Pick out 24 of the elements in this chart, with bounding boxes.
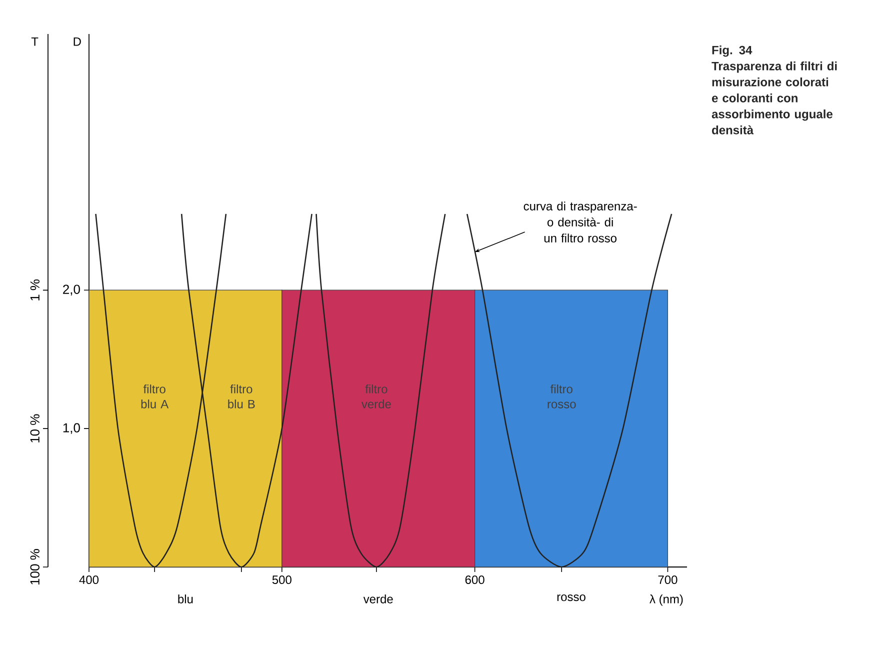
annotation: filtro blu A bbox=[141, 384, 169, 408]
text: blu bbox=[178, 594, 193, 604]
y2-tick-label: 100 % bbox=[30, 549, 40, 584]
x-tick-label: 400 bbox=[79, 576, 99, 584]
line-series bbox=[316, 213, 446, 568]
y-tick-label: 1,0 bbox=[63, 423, 80, 434]
annotation: filtro rosso bbox=[548, 384, 576, 408]
text: verde bbox=[363, 594, 393, 604]
annotation: filtro verde bbox=[361, 384, 391, 408]
text: Fig. 34 bbox=[712, 46, 752, 57]
y2-tick-label: 10 % bbox=[30, 414, 40, 442]
annotation: filtro blu B bbox=[228, 384, 255, 408]
annotation: curva di trasparenza- o densità- di un filtro rosso bbox=[524, 202, 637, 242]
x-tick-label: 700 bbox=[658, 576, 678, 584]
text: Trasparenza di filtri di misurazione colorati e coloranti con assorbimento uguale densità bbox=[712, 62, 837, 134]
x-axis-title: λ (nm) bbox=[650, 594, 683, 606]
y2-axis-title: T bbox=[31, 38, 38, 46]
line-series bbox=[466, 213, 672, 568]
y-axis-title: D bbox=[74, 38, 81, 46]
y2-tick-label: 1 % bbox=[30, 279, 40, 300]
text: rosso bbox=[557, 594, 586, 602]
y-tick-label: 2,0 bbox=[63, 284, 80, 296]
x-tick-label: 600 bbox=[465, 576, 484, 584]
x-tick-label: 500 bbox=[272, 576, 292, 584]
